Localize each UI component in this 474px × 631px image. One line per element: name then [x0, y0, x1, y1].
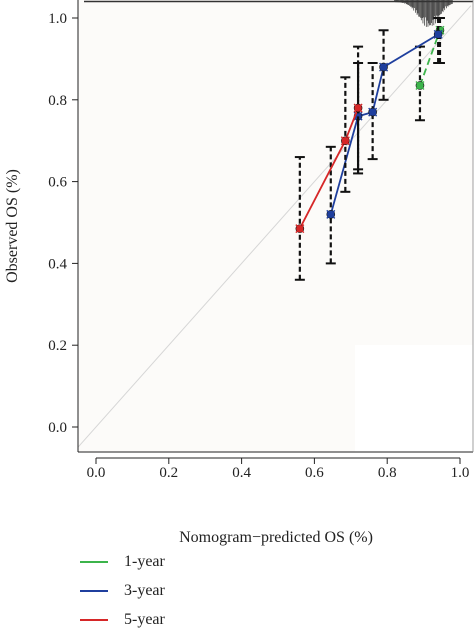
plot-inset-box	[355, 345, 473, 452]
y-tick-label: 0.4	[48, 256, 67, 272]
axes: 0.0 0.2 0.4 0.6 0.8 1.0 0.0 0.2 0.4 0.6 0.8 1.0	[48, 0, 474, 481]
legend-swatch	[80, 619, 108, 621]
series-line	[419, 29, 441, 86]
legend-swatch	[80, 561, 108, 563]
y-tick-label: 0.2	[48, 338, 67, 354]
data-point-cross	[368, 107, 378, 117]
y-tick-label: 0.6	[48, 175, 67, 191]
series-5-year	[294, 45, 364, 281]
legend-item-1-year: 1-year	[80, 551, 240, 573]
data-point-cross	[415, 80, 425, 90]
data-point-cross	[379, 62, 389, 72]
x-tick-label: 0.6	[305, 465, 324, 481]
data-point-cross	[433, 29, 443, 39]
y-axis-title: Observed OS (%)	[4, 169, 21, 283]
legend-swatch	[80, 590, 108, 592]
x-tick-label: 0.2	[159, 465, 178, 481]
legend-item-5-year: 5-year	[80, 609, 240, 631]
legend-label: 1-year	[124, 553, 165, 570]
y-tick-label: 1.0	[48, 11, 67, 27]
ideal-reference-line	[77, 5, 472, 448]
data-point-cross	[340, 136, 350, 146]
legend-item-3-year: 3-year	[80, 580, 240, 602]
data-point-cross	[295, 224, 305, 234]
x-axis-title: Nomogram−predicted OS (%)	[179, 529, 373, 546]
y-tick-label: 0.8	[48, 93, 67, 109]
calibration-chart: 0.0 0.2 0.4 0.6 0.8 1.0 0.0 0.2 0.4 0.6 0.8 1.0 Nom…	[4, 0, 474, 546]
data-point-cross	[353, 103, 363, 113]
x-tick-label: 0.8	[378, 465, 397, 481]
legend-label: 5-year	[124, 611, 165, 628]
series-layer	[294, 17, 445, 281]
x-tick-label: 0.4	[232, 465, 251, 481]
x-tick-label: 0.0	[87, 465, 106, 481]
x-tick-label: 1.0	[451, 465, 470, 481]
prediction-rug	[84, 0, 473, 27]
y-tick-label: 0.0	[48, 420, 67, 436]
data-point-cross	[326, 209, 336, 219]
legend-label: 3-year	[124, 582, 165, 599]
